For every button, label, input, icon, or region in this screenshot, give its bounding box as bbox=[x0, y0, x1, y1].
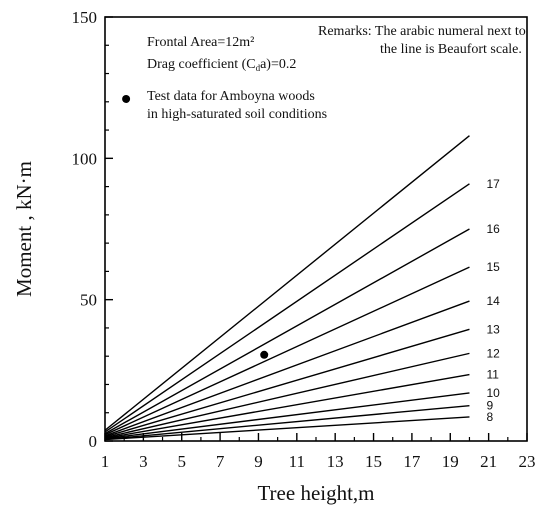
series-line-15 bbox=[104, 266, 470, 436]
series-label-14: 14 bbox=[486, 294, 500, 308]
x-tick-label-15: 15 bbox=[365, 452, 382, 471]
series-label-8: 8 bbox=[486, 410, 493, 424]
test-data-note-line2: in high-saturated soil conditions bbox=[147, 107, 327, 122]
x-tick-label-23: 23 bbox=[519, 452, 536, 471]
y-tick-label-100: 100 bbox=[72, 149, 98, 168]
y-tick-label-150: 150 bbox=[72, 8, 98, 27]
x-tick-label-3: 3 bbox=[139, 452, 148, 471]
data-points bbox=[122, 94, 269, 359]
x-tick-label-13: 13 bbox=[327, 452, 344, 471]
x-tick-label-7: 7 bbox=[216, 452, 225, 471]
series-label-13: 13 bbox=[486, 322, 500, 336]
series-line-10 bbox=[104, 392, 470, 440]
series-line-13 bbox=[104, 328, 470, 438]
test-data-point bbox=[260, 350, 269, 359]
series-label-17: 17 bbox=[486, 177, 500, 191]
x-tick-label-19: 19 bbox=[442, 452, 459, 471]
frontal-area-note: Frontal Area=12m² bbox=[147, 35, 254, 50]
x-tick-label-21: 21 bbox=[480, 452, 497, 471]
x-tick-label-5: 5 bbox=[177, 452, 186, 471]
series-label-9: 9 bbox=[486, 399, 493, 413]
series-label-15: 15 bbox=[486, 260, 500, 274]
series-line-11 bbox=[104, 373, 470, 439]
y-axis-title: Moment , kN·m bbox=[12, 161, 36, 297]
series-line-12 bbox=[104, 352, 470, 439]
x-tick-label-17: 17 bbox=[403, 452, 421, 471]
test-data-note-line1: Test data for Amboyna woods bbox=[147, 89, 315, 104]
series-line-16 bbox=[104, 228, 470, 435]
series-line-17 bbox=[104, 183, 470, 433]
series-label-10: 10 bbox=[486, 386, 500, 400]
series-label-12: 12 bbox=[486, 346, 500, 360]
drag-coefficient-note: Drag coefficient (Cda)=0.2 bbox=[147, 57, 296, 73]
series-label-16: 16 bbox=[486, 222, 500, 236]
legend-marker-dot bbox=[122, 94, 131, 103]
series-line-8 bbox=[104, 416, 470, 441]
series-line-9 bbox=[104, 404, 470, 441]
y-tick-label-0: 0 bbox=[89, 432, 98, 451]
series-line-14 bbox=[104, 300, 470, 437]
x-tick-label-11: 11 bbox=[289, 452, 305, 471]
y-tick-label-50: 50 bbox=[80, 291, 97, 310]
series-lines bbox=[104, 135, 470, 441]
x-tick-label-1: 1 bbox=[101, 452, 110, 471]
series-label-11: 11 bbox=[486, 368, 499, 382]
remarks-note-line1: Remarks: The arabic numeral next to bbox=[318, 24, 526, 39]
x-tick-label-9: 9 bbox=[254, 452, 263, 471]
x-axis-title: Tree height,m bbox=[257, 481, 374, 505]
series-line-top bbox=[104, 135, 470, 431]
remarks-note-line2: the line is Beaufort scale. bbox=[380, 42, 522, 57]
